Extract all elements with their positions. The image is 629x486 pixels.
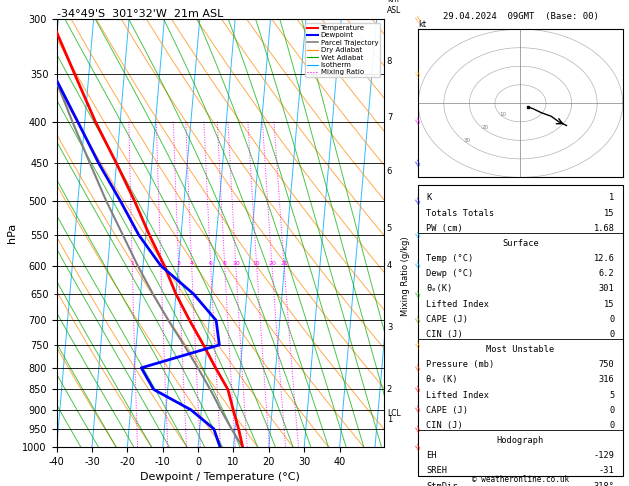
Text: Lifted Index: Lifted Index (426, 391, 489, 399)
Text: K: K (426, 193, 431, 203)
Text: CIN (J): CIN (J) (426, 421, 463, 430)
Text: 30: 30 (464, 138, 470, 143)
Text: //: // (415, 341, 422, 349)
Text: θₑ(K): θₑ(K) (426, 284, 453, 294)
Text: 15: 15 (604, 299, 615, 309)
Text: 10: 10 (232, 260, 240, 266)
Text: 8: 8 (223, 260, 226, 266)
Text: 20: 20 (268, 260, 276, 266)
Text: 15: 15 (253, 260, 260, 266)
Text: kt: kt (418, 20, 426, 29)
Text: 6: 6 (387, 167, 392, 176)
Text: 750: 750 (599, 360, 615, 369)
Text: 0: 0 (610, 315, 615, 324)
Text: 3: 3 (177, 260, 181, 266)
Text: Surface: Surface (502, 239, 539, 248)
Text: //: // (415, 316, 422, 324)
Text: //: // (415, 385, 422, 393)
Text: -129: -129 (594, 451, 615, 460)
Text: km
ASL: km ASL (387, 0, 401, 15)
Text: Totals Totals: Totals Totals (426, 208, 495, 218)
Text: CAPE (J): CAPE (J) (426, 406, 469, 415)
Text: 5: 5 (387, 224, 392, 233)
Text: //: // (415, 364, 422, 372)
Text: 3: 3 (387, 324, 392, 332)
Text: Temp (°C): Temp (°C) (426, 254, 474, 263)
Text: 25: 25 (280, 260, 288, 266)
Text: 29.04.2024  09GMT  (Base: 00): 29.04.2024 09GMT (Base: 00) (443, 12, 598, 21)
Y-axis label: hPa: hPa (7, 223, 17, 243)
Text: //: // (415, 231, 422, 239)
Text: Pressure (mb): Pressure (mb) (426, 360, 495, 369)
Text: 4: 4 (387, 261, 392, 270)
Text: Dewp (°C): Dewp (°C) (426, 269, 474, 278)
Text: Mixing Ratio (g/kg): Mixing Ratio (g/kg) (401, 236, 410, 316)
Text: 0: 0 (610, 421, 615, 430)
Text: 4: 4 (190, 260, 194, 266)
Text: 12.6: 12.6 (594, 254, 615, 263)
Text: //: // (415, 443, 422, 451)
Text: LCL: LCL (387, 409, 401, 418)
Text: 5: 5 (610, 391, 615, 399)
Text: //: // (415, 197, 422, 205)
Text: 10: 10 (499, 112, 506, 117)
Text: 1: 1 (130, 260, 134, 266)
Text: Lifted Index: Lifted Index (426, 299, 489, 309)
Text: 2: 2 (387, 385, 392, 394)
Text: 316: 316 (599, 375, 615, 384)
Text: 20: 20 (481, 125, 488, 130)
Text: θₑ (K): θₑ (K) (426, 375, 458, 384)
Text: //: // (415, 70, 422, 78)
Text: 6.2: 6.2 (599, 269, 615, 278)
Text: //: // (415, 160, 422, 167)
Text: -34°49'S  301°32'W  21m ASL: -34°49'S 301°32'W 21m ASL (57, 9, 223, 18)
Text: 1: 1 (387, 415, 392, 424)
Text: 0: 0 (610, 406, 615, 415)
Text: 15: 15 (604, 208, 615, 218)
Text: CIN (J): CIN (J) (426, 330, 463, 339)
Text: SREH: SREH (426, 467, 447, 475)
Text: -31: -31 (599, 467, 615, 475)
Text: 1.68: 1.68 (594, 224, 615, 233)
Text: PW (cm): PW (cm) (426, 224, 463, 233)
Text: StmDir: StmDir (426, 482, 458, 486)
Legend: Temperature, Dewpoint, Parcel Trajectory, Dry Adiabat, Wet Adiabat, Isotherm, Mi: Temperature, Dewpoint, Parcel Trajectory… (305, 23, 380, 77)
Text: 7: 7 (387, 113, 392, 122)
Text: //: // (415, 290, 422, 298)
Text: 301: 301 (599, 284, 615, 294)
Text: 1: 1 (610, 193, 615, 203)
Text: 2: 2 (159, 260, 163, 266)
Text: 8: 8 (387, 57, 392, 66)
Text: //: // (415, 406, 422, 414)
Text: © weatheronline.co.uk: © weatheronline.co.uk (472, 474, 569, 484)
Text: Most Unstable: Most Unstable (486, 345, 555, 354)
Text: //: // (415, 118, 422, 125)
Text: EH: EH (426, 451, 437, 460)
Text: Hodograph: Hodograph (497, 436, 544, 445)
Text: 0: 0 (610, 330, 615, 339)
Text: //: // (415, 425, 422, 433)
Text: CAPE (J): CAPE (J) (426, 315, 469, 324)
Text: 6: 6 (209, 260, 213, 266)
Text: 318°: 318° (594, 482, 615, 486)
X-axis label: Dewpoint / Temperature (°C): Dewpoint / Temperature (°C) (140, 472, 300, 483)
Text: //: // (415, 16, 422, 23)
Text: //: // (415, 262, 422, 269)
